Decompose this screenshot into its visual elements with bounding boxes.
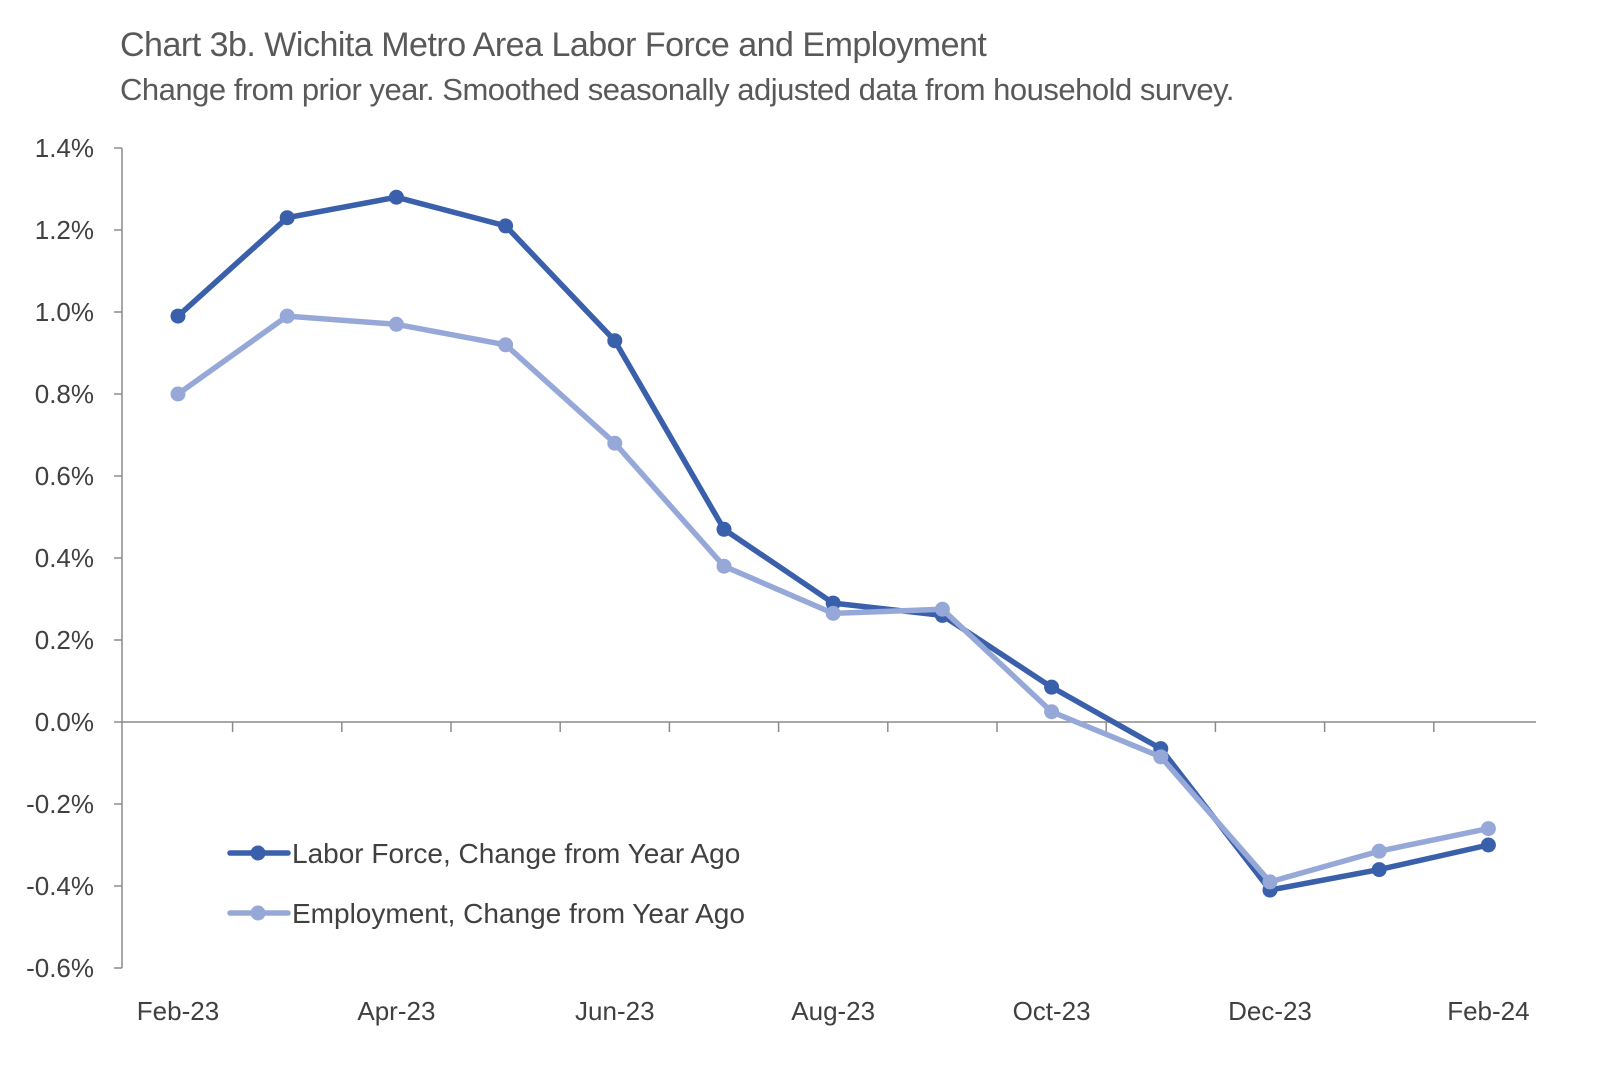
data-point bbox=[498, 218, 514, 234]
data-point bbox=[825, 605, 841, 621]
data-point bbox=[825, 595, 841, 611]
data-point bbox=[607, 435, 623, 451]
legend-swatch-marker bbox=[250, 845, 266, 861]
x-tick-label: Jun-23 bbox=[575, 996, 655, 1026]
y-tick-label: 1.4% bbox=[35, 133, 94, 163]
x-tick-label: Feb-24 bbox=[1447, 996, 1529, 1026]
data-point bbox=[170, 386, 186, 402]
legend-label: Labor Force, Change from Year Ago bbox=[292, 838, 740, 869]
legend-item: Employment, Change from Year Ago bbox=[227, 898, 745, 929]
data-point bbox=[279, 308, 295, 324]
series-labor-force bbox=[170, 189, 1496, 898]
chart-title: Chart 3b. Wichita Metro Area Labor Force… bbox=[120, 26, 987, 64]
data-point bbox=[607, 333, 623, 349]
data-point bbox=[1153, 749, 1169, 765]
series-line bbox=[175, 194, 1492, 893]
data-point bbox=[1480, 821, 1496, 837]
data-point bbox=[1262, 874, 1278, 890]
y-tick-label: 1.0% bbox=[35, 297, 94, 327]
data-point bbox=[934, 601, 950, 617]
legend-swatch-marker bbox=[250, 905, 266, 921]
x-tick-label: Dec-23 bbox=[1228, 996, 1312, 1026]
chart-subtitle: Change from prior year. Smoothed seasona… bbox=[120, 72, 1234, 107]
data-point bbox=[1044, 679, 1060, 695]
data-point bbox=[1480, 837, 1496, 853]
y-tick-label: 0.0% bbox=[35, 707, 94, 737]
x-tick-label: Apr-23 bbox=[357, 996, 435, 1026]
data-point bbox=[716, 558, 732, 574]
legend-item: Labor Force, Change from Year Ago bbox=[227, 838, 740, 869]
y-tick-label: 0.6% bbox=[35, 461, 94, 491]
y-tick-label: 0.2% bbox=[35, 625, 94, 655]
x-tick-label: Aug-23 bbox=[791, 996, 875, 1026]
y-tick-label: 0.4% bbox=[35, 543, 94, 573]
y-tick-label: 1.2% bbox=[35, 215, 94, 245]
data-point bbox=[716, 521, 732, 537]
x-tick-label: Oct-23 bbox=[1013, 996, 1091, 1026]
y-tick-label: -0.4% bbox=[26, 871, 94, 901]
data-point bbox=[170, 308, 186, 324]
chart-series bbox=[170, 189, 1496, 898]
data-point bbox=[279, 210, 295, 226]
y-tick-label: -0.2% bbox=[26, 789, 94, 819]
legend-label: Employment, Change from Year Ago bbox=[292, 898, 745, 929]
x-tick-label: Feb-23 bbox=[137, 996, 219, 1026]
chart-axes: 1.4% 1.2% 1.0% 0.8% 0.6% 0.4% 0.2% 0.0% -0.2% -0.… bbox=[26, 133, 1536, 1026]
series-employment bbox=[170, 308, 1496, 890]
y-tick-label: 0.8% bbox=[35, 379, 94, 409]
data-point bbox=[388, 316, 404, 332]
data-point bbox=[1044, 704, 1060, 720]
data-point bbox=[388, 189, 404, 205]
chart-legend: Labor Force, Change from Year Ago Employm… bbox=[227, 838, 745, 929]
data-point bbox=[498, 337, 514, 353]
data-point bbox=[1371, 862, 1387, 878]
data-point bbox=[1371, 843, 1387, 859]
y-tick-label: -0.6% bbox=[26, 953, 94, 983]
